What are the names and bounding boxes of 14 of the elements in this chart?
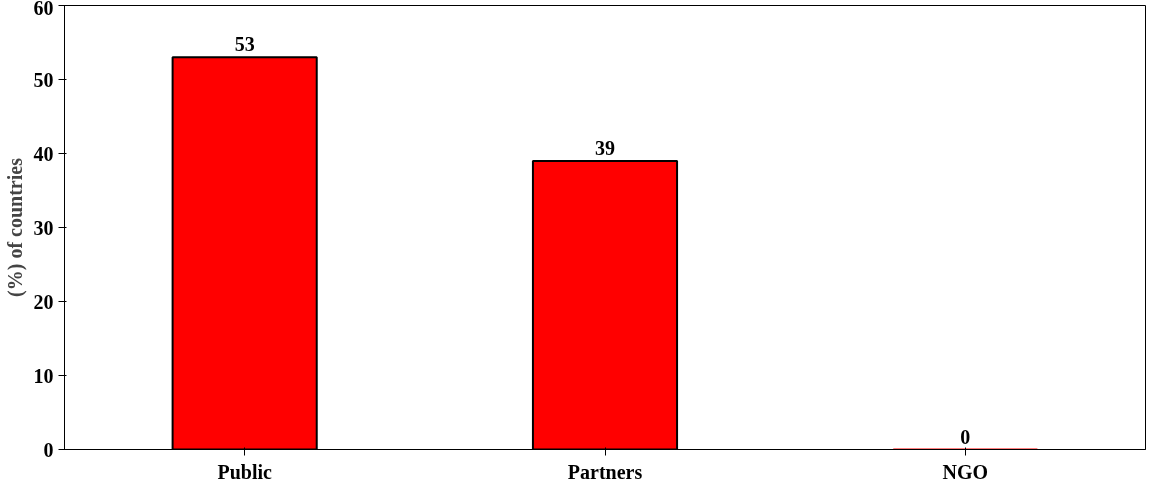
y-tick-label: 0 [43,438,54,461]
data-label: 0 [960,425,971,448]
data-label: 53 [234,33,255,56]
y-tick-label: 10 [33,364,54,387]
y-tick-label: 40 [33,142,54,165]
data-label: 39 [595,136,615,159]
x-tick-label: Partners [567,460,643,483]
y-tick-label: 20 [33,290,54,313]
x-tick-label: NGO [942,460,989,483]
y-tick-label: 60 [33,0,54,19]
y-tick-label: 50 [33,68,54,91]
x-tick-label: Public [217,460,273,483]
y-axis-title: (%) of countries [3,157,27,297]
y-tick-label: 30 [33,216,54,239]
